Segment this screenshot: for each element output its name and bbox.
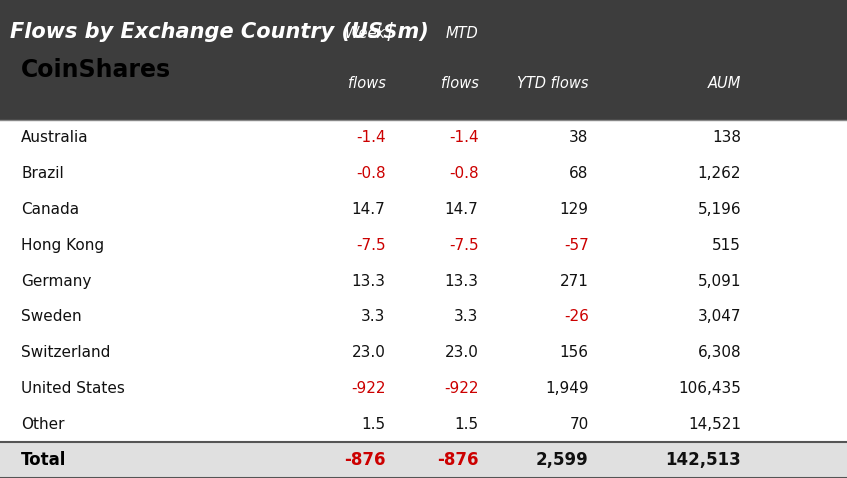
FancyBboxPatch shape [0, 299, 847, 335]
Text: 5,196: 5,196 [697, 202, 741, 217]
Text: 138: 138 [712, 130, 741, 145]
Text: Other: Other [21, 417, 64, 432]
FancyBboxPatch shape [0, 442, 847, 478]
Text: United States: United States [21, 381, 125, 396]
Text: 1.5: 1.5 [455, 417, 479, 432]
Text: flows: flows [347, 76, 385, 91]
FancyBboxPatch shape [0, 228, 847, 263]
Text: -7.5: -7.5 [449, 238, 479, 253]
FancyBboxPatch shape [0, 192, 847, 228]
Text: Hong Kong: Hong Kong [21, 238, 104, 253]
Text: CoinShares: CoinShares [21, 58, 171, 82]
Text: Germany: Germany [21, 273, 91, 289]
FancyBboxPatch shape [0, 406, 847, 442]
Text: 271: 271 [560, 273, 589, 289]
FancyBboxPatch shape [0, 263, 847, 299]
Text: -57: -57 [564, 238, 589, 253]
Text: 1,949: 1,949 [545, 381, 589, 396]
Text: 142,513: 142,513 [666, 451, 741, 469]
Text: -876: -876 [344, 451, 385, 469]
Text: -876: -876 [437, 451, 479, 469]
Text: Canada: Canada [21, 202, 80, 217]
Text: 106,435: 106,435 [678, 381, 741, 396]
Text: Australia: Australia [21, 130, 89, 145]
Text: -922: -922 [351, 381, 385, 396]
Text: -0.8: -0.8 [356, 166, 385, 181]
Text: Sweden: Sweden [21, 309, 82, 325]
FancyBboxPatch shape [0, 156, 847, 192]
Text: 5,091: 5,091 [698, 273, 741, 289]
Text: flows: flows [440, 76, 479, 91]
Text: YTD flows: YTD flows [518, 76, 589, 91]
Text: Week: Week [345, 26, 385, 41]
Text: 515: 515 [712, 238, 741, 253]
Text: Flows by Exchange Country (US$m): Flows by Exchange Country (US$m) [10, 22, 429, 42]
Text: -7.5: -7.5 [356, 238, 385, 253]
Text: Switzerland: Switzerland [21, 345, 111, 360]
Text: 23.0: 23.0 [352, 345, 385, 360]
Text: -1.4: -1.4 [449, 130, 479, 145]
Text: -0.8: -0.8 [449, 166, 479, 181]
Text: 68: 68 [569, 166, 589, 181]
Text: 13.3: 13.3 [352, 273, 385, 289]
Text: 2,599: 2,599 [536, 451, 589, 469]
Text: -1.4: -1.4 [356, 130, 385, 145]
Text: 1.5: 1.5 [362, 417, 385, 432]
Text: 14,521: 14,521 [688, 417, 741, 432]
Text: 38: 38 [569, 130, 589, 145]
FancyBboxPatch shape [0, 120, 847, 156]
Text: Total: Total [21, 451, 67, 469]
Text: 14.7: 14.7 [352, 202, 385, 217]
Text: 1,262: 1,262 [698, 166, 741, 181]
Text: 3.3: 3.3 [361, 309, 385, 325]
FancyBboxPatch shape [0, 370, 847, 406]
Text: -922: -922 [444, 381, 479, 396]
FancyBboxPatch shape [0, 335, 847, 370]
Text: 13.3: 13.3 [445, 273, 479, 289]
FancyBboxPatch shape [0, 0, 847, 120]
Text: 129: 129 [560, 202, 589, 217]
Text: AUM: AUM [708, 76, 741, 91]
Text: 156: 156 [560, 345, 589, 360]
Text: 3.3: 3.3 [454, 309, 479, 325]
Text: 23.0: 23.0 [445, 345, 479, 360]
Text: -26: -26 [564, 309, 589, 325]
Text: 6,308: 6,308 [697, 345, 741, 360]
Text: Brazil: Brazil [21, 166, 64, 181]
Text: 3,047: 3,047 [698, 309, 741, 325]
Text: 14.7: 14.7 [445, 202, 479, 217]
Text: 70: 70 [569, 417, 589, 432]
Text: MTD: MTD [446, 26, 479, 41]
